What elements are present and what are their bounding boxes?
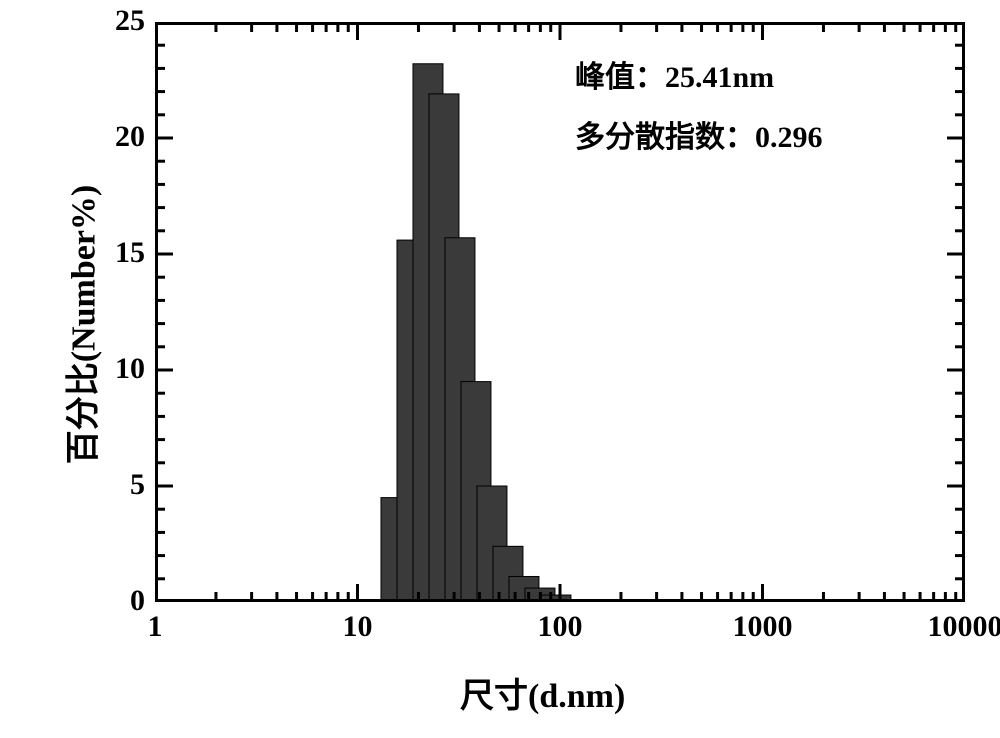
y-tick-label: 15 xyxy=(115,236,145,270)
annotation-label: 峰值： xyxy=(575,61,665,94)
x-tick-label: 1 xyxy=(105,610,205,644)
annotation: 峰值：25.41nm xyxy=(575,52,774,96)
y-tick-label: 20 xyxy=(115,120,145,154)
x-axis-title: 尺寸(d.nm) xyxy=(460,668,625,717)
annotation-value: 0.296 xyxy=(755,121,823,154)
plot-border xyxy=(157,24,964,601)
annotation-label: 多分散指数： xyxy=(575,121,755,154)
y-axis-title: 百分比(Number%) xyxy=(56,185,105,465)
y-tick-label: 5 xyxy=(130,468,145,502)
x-tick-label: 100 xyxy=(510,610,610,644)
y-tick-label: 25 xyxy=(115,4,145,38)
x-tick-label: 10 xyxy=(308,610,408,644)
plot-area xyxy=(155,22,965,602)
figure-container: 百分比(Number%) 尺寸(d.nm) 峰值：25.41nm 多分散指数：0.… xyxy=(0,0,1000,738)
annotation: 多分散指数：0.296 xyxy=(575,112,823,156)
chart-svg xyxy=(155,22,965,602)
y-tick-label: 10 xyxy=(115,352,145,386)
annotation-value: 25.41nm xyxy=(665,61,774,94)
x-tick-label: 1000 xyxy=(713,610,813,644)
x-tick-label: 10000 xyxy=(915,610,1000,644)
